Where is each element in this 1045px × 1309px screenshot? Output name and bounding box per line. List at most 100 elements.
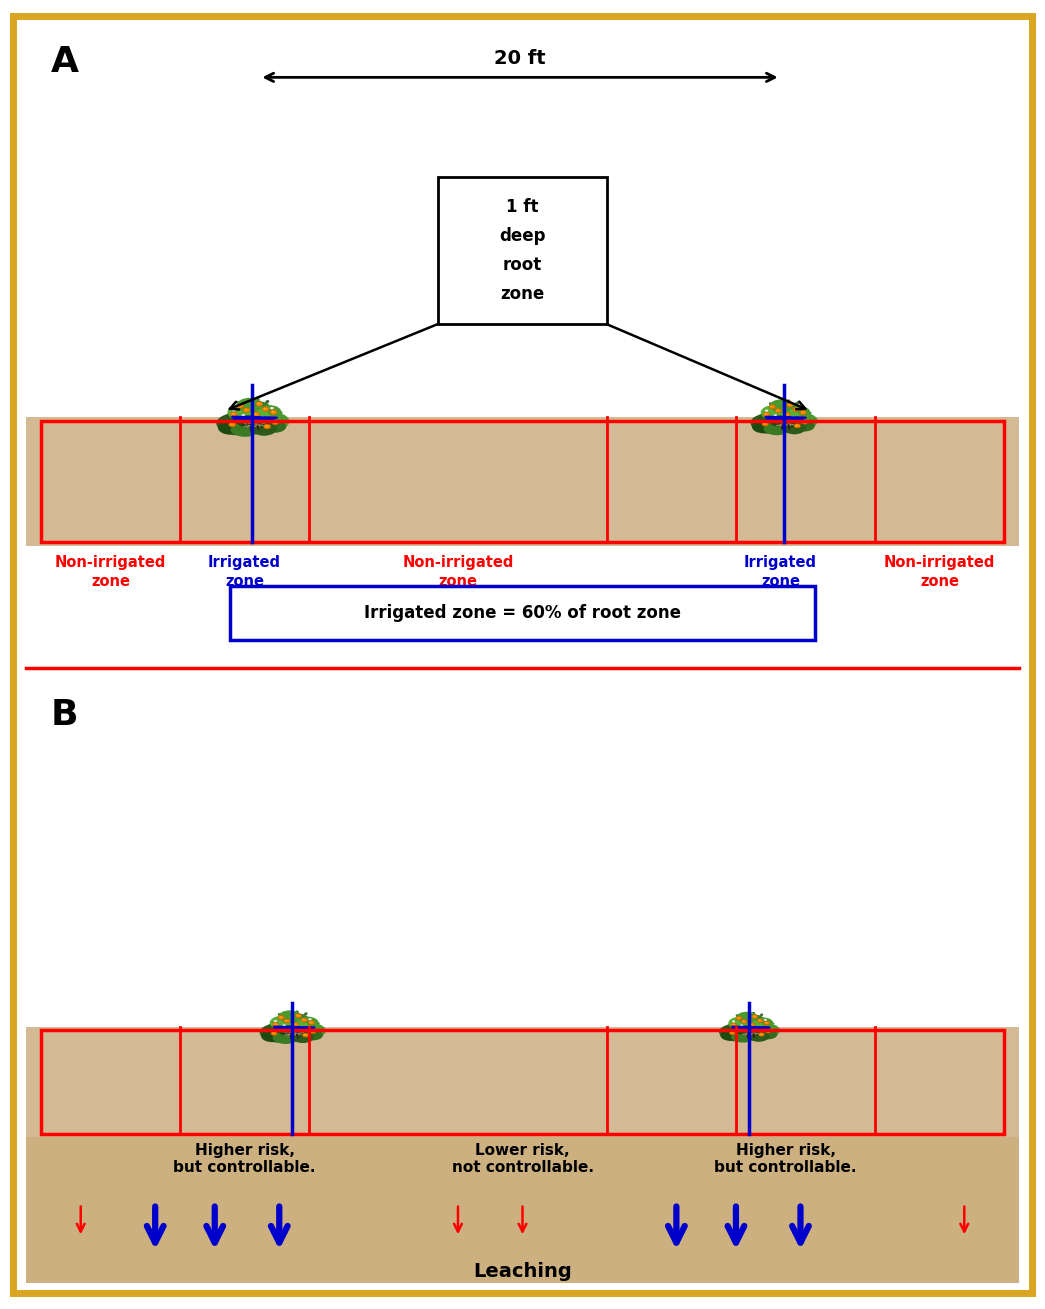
Ellipse shape	[737, 1025, 754, 1035]
Circle shape	[237, 404, 243, 408]
Circle shape	[787, 403, 793, 407]
Ellipse shape	[264, 1030, 270, 1031]
Circle shape	[271, 410, 277, 415]
Circle shape	[271, 1031, 277, 1035]
Ellipse shape	[782, 419, 798, 428]
Text: Leaching: Leaching	[473, 1262, 572, 1280]
Ellipse shape	[769, 415, 790, 427]
Ellipse shape	[738, 1020, 764, 1034]
Ellipse shape	[770, 1022, 774, 1025]
Ellipse shape	[296, 1017, 319, 1029]
Ellipse shape	[747, 1028, 763, 1037]
Ellipse shape	[728, 1017, 773, 1041]
Ellipse shape	[240, 401, 272, 419]
Ellipse shape	[228, 404, 281, 433]
Circle shape	[232, 410, 235, 411]
Ellipse shape	[750, 414, 786, 432]
Circle shape	[730, 1024, 737, 1026]
Circle shape	[800, 411, 806, 415]
Ellipse shape	[723, 1029, 728, 1031]
Ellipse shape	[265, 1038, 271, 1039]
Ellipse shape	[218, 420, 243, 435]
Ellipse shape	[304, 1012, 307, 1016]
Circle shape	[310, 1030, 316, 1033]
Ellipse shape	[760, 1013, 763, 1017]
Polygon shape	[749, 1028, 751, 1037]
Circle shape	[758, 1018, 763, 1022]
Ellipse shape	[772, 1028, 777, 1030]
Ellipse shape	[216, 414, 255, 433]
Ellipse shape	[292, 1030, 315, 1043]
Circle shape	[278, 1016, 284, 1020]
Circle shape	[736, 1017, 742, 1020]
Circle shape	[293, 1022, 299, 1026]
Ellipse shape	[273, 1031, 299, 1045]
Ellipse shape	[233, 432, 238, 436]
Ellipse shape	[223, 429, 229, 432]
Circle shape	[268, 416, 274, 420]
Circle shape	[794, 424, 800, 428]
Ellipse shape	[222, 420, 228, 423]
Ellipse shape	[737, 1012, 758, 1024]
Ellipse shape	[724, 1037, 729, 1039]
Ellipse shape	[265, 401, 270, 404]
Circle shape	[303, 1033, 308, 1037]
Circle shape	[765, 410, 768, 411]
Ellipse shape	[783, 421, 806, 435]
Ellipse shape	[274, 1039, 279, 1043]
Ellipse shape	[236, 401, 240, 404]
Polygon shape	[291, 1028, 298, 1038]
Bar	[26, 1136, 1019, 1283]
Circle shape	[775, 408, 782, 412]
Ellipse shape	[769, 402, 773, 406]
Circle shape	[282, 1025, 285, 1026]
Circle shape	[248, 419, 255, 424]
Ellipse shape	[303, 1030, 323, 1041]
Circle shape	[764, 412, 770, 416]
Polygon shape	[253, 419, 255, 429]
Ellipse shape	[270, 1017, 319, 1041]
Circle shape	[274, 1020, 277, 1022]
Ellipse shape	[231, 423, 259, 437]
Text: A: A	[51, 46, 79, 80]
Circle shape	[762, 1026, 767, 1030]
Circle shape	[229, 423, 235, 427]
Circle shape	[765, 1029, 771, 1033]
Ellipse shape	[730, 1031, 754, 1042]
Circle shape	[284, 1020, 291, 1022]
Ellipse shape	[315, 1022, 320, 1025]
Circle shape	[733, 1021, 735, 1022]
Ellipse shape	[809, 418, 815, 420]
Ellipse shape	[289, 1028, 307, 1037]
Polygon shape	[785, 419, 786, 428]
Circle shape	[273, 1022, 278, 1026]
Ellipse shape	[237, 398, 262, 412]
Circle shape	[308, 1018, 311, 1020]
FancyBboxPatch shape	[438, 177, 607, 325]
Text: 1 ft
deep
root
zone: 1 ft deep root zone	[500, 198, 545, 304]
Circle shape	[784, 412, 790, 416]
Ellipse shape	[772, 402, 802, 419]
Circle shape	[308, 1021, 315, 1025]
Bar	[26, 1028, 1019, 1136]
Circle shape	[749, 1024, 754, 1026]
Text: Irrigated
zone: Irrigated zone	[744, 555, 817, 589]
Text: Non-irrigated
zone: Non-irrigated zone	[884, 555, 995, 589]
Ellipse shape	[255, 412, 289, 431]
Ellipse shape	[280, 418, 286, 420]
Ellipse shape	[275, 428, 281, 431]
Circle shape	[769, 404, 775, 408]
Ellipse shape	[719, 1024, 750, 1041]
Polygon shape	[250, 418, 259, 431]
Circle shape	[752, 1014, 758, 1018]
Ellipse shape	[754, 420, 761, 423]
Text: Non-irrigated
zone: Non-irrigated zone	[54, 555, 166, 589]
Ellipse shape	[261, 1030, 284, 1042]
Text: Non-irrigated
zone: Non-irrigated zone	[402, 555, 514, 589]
Ellipse shape	[764, 421, 790, 436]
Text: Irrigated
zone: Irrigated zone	[208, 555, 281, 589]
Circle shape	[275, 1028, 281, 1031]
Ellipse shape	[795, 402, 799, 404]
Text: 20 ft: 20 ft	[493, 48, 545, 68]
Text: Irrigated zone = 60% of root zone: Irrigated zone = 60% of root zone	[364, 603, 681, 622]
